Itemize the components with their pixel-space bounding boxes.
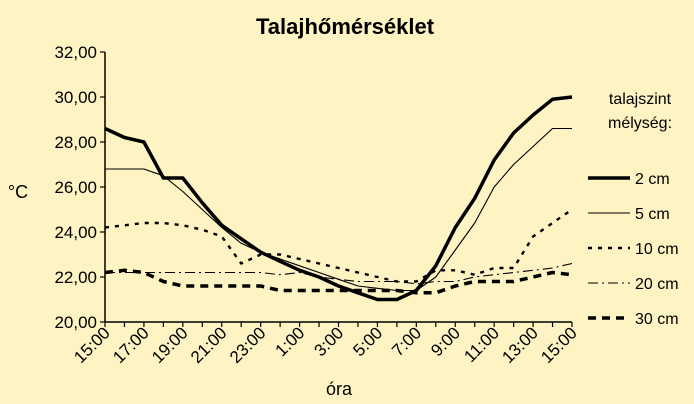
series-line-2cm bbox=[104, 95, 573, 302]
legend-entry-label: 2 cm bbox=[635, 171, 670, 188]
x-tick-label: 17:00 bbox=[109, 323, 153, 367]
legend-entry-label: 10 cm bbox=[635, 241, 679, 258]
x-tick-label: 7:00 bbox=[388, 323, 425, 360]
series-line-5cm bbox=[105, 127, 572, 292]
x-axis-label: óra bbox=[326, 379, 353, 399]
x-tick-label: 15:00 bbox=[537, 323, 581, 367]
x-tick-label: 3:00 bbox=[310, 323, 347, 360]
legend-entry-label: 20 cm bbox=[635, 276, 679, 293]
y-tick-label: 22,00 bbox=[54, 268, 97, 287]
legend-title-line2: mélység: bbox=[608, 115, 672, 132]
x-tick-label: 1:00 bbox=[272, 323, 309, 360]
x-tick-label: 9:00 bbox=[427, 323, 464, 360]
series-line-20cm bbox=[105, 262, 573, 285]
legend-entry-label: 5 cm bbox=[635, 206, 670, 223]
x-tick-label: 5:00 bbox=[349, 323, 386, 360]
y-tick-label: 30,00 bbox=[54, 88, 97, 107]
x-tick-label: 19:00 bbox=[148, 323, 192, 367]
series-line-10cm bbox=[104, 208, 573, 283]
y-tick-label: 20,00 bbox=[54, 313, 97, 332]
y-tick-label: 24,00 bbox=[54, 223, 97, 242]
y-tick-label: 32,00 bbox=[54, 43, 97, 62]
y-axis-label: °C bbox=[8, 182, 28, 202]
x-tick-label: 23:00 bbox=[226, 323, 270, 367]
y-tick-label: 28,00 bbox=[54, 133, 97, 152]
legend-entry-label: 30 cm bbox=[635, 311, 679, 328]
x-tick-label: 21:00 bbox=[187, 323, 231, 367]
x-tick-label: 11:00 bbox=[460, 323, 503, 366]
series-line-30cm bbox=[104, 268, 573, 295]
chart-title: Talajhőmérséklet bbox=[256, 14, 435, 39]
legend-title-line1: talajszint bbox=[609, 91, 672, 108]
y-tick-label: 26,00 bbox=[54, 178, 97, 197]
x-tick-label: 13:00 bbox=[498, 323, 542, 367]
